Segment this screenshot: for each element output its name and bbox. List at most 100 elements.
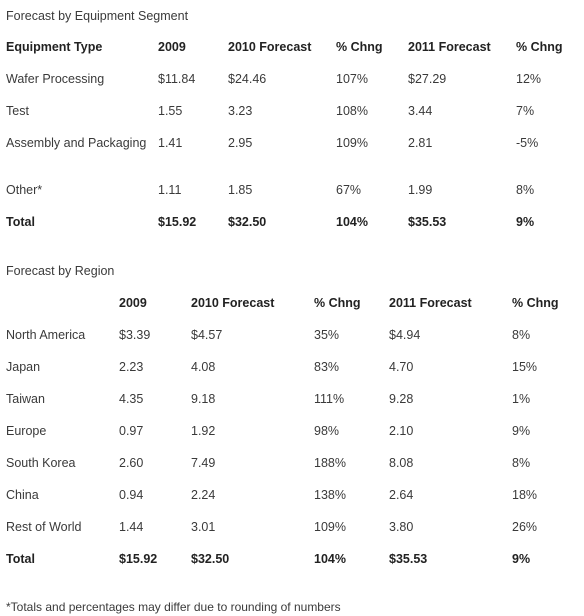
column-header: 2011 Forecast bbox=[408, 40, 491, 54]
table-cell: 7.49 bbox=[191, 456, 216, 470]
row-label: Wafer Processing bbox=[6, 72, 105, 86]
table-row: Europe 0.97 1.92 98% 2.10 9% bbox=[6, 424, 576, 456]
column-header: 2010 Forecast bbox=[228, 40, 312, 54]
table-cell: 0.97 bbox=[119, 424, 144, 438]
table-cell: $15.92 bbox=[158, 215, 197, 229]
table-cell: 104% bbox=[336, 215, 368, 229]
table-cell: 1.11 bbox=[158, 183, 182, 197]
table-cell: 7% bbox=[516, 104, 535, 118]
table-cell: 8.08 bbox=[389, 456, 414, 470]
total-row: Total $15.92 $32.50 104% $35.53 9% bbox=[6, 215, 576, 247]
column-header: 2009 bbox=[119, 296, 147, 310]
table-cell: 9% bbox=[512, 424, 531, 438]
row-label: Other* bbox=[6, 183, 43, 197]
table-cell: 109% bbox=[314, 520, 346, 534]
table-row: South Korea 2.60 7.49 188% 8.08 8% bbox=[6, 456, 576, 488]
table-cell: $35.53 bbox=[408, 215, 447, 229]
row-label: South Korea bbox=[6, 456, 76, 470]
table-cell: 8% bbox=[512, 328, 531, 342]
row-label: China bbox=[6, 488, 39, 502]
table-cell: $24.46 bbox=[228, 72, 267, 86]
table-cell: 9.28 bbox=[389, 392, 414, 406]
table-cell: 15% bbox=[512, 360, 538, 374]
row-label: Europe bbox=[6, 424, 47, 438]
table-cell: 108% bbox=[336, 104, 368, 118]
table-cell: $35.53 bbox=[389, 552, 428, 566]
table-cell: 98% bbox=[314, 424, 340, 438]
region-table-title: Forecast by Region bbox=[6, 264, 115, 278]
row-label: North America bbox=[6, 328, 86, 342]
table-cell: 8% bbox=[512, 456, 531, 470]
table-cell: $32.50 bbox=[191, 552, 230, 566]
column-header: 2010 Forecast bbox=[191, 296, 275, 310]
table-row: Test 1.55 3.23 108% 3.44 7% bbox=[6, 104, 576, 136]
table-cell: 104% bbox=[314, 552, 346, 566]
table-cell: 2.23 bbox=[119, 360, 144, 374]
table-cell: 9.18 bbox=[191, 392, 216, 406]
table-row: Taiwan 4.35 9.18 111% 9.28 1% bbox=[6, 392, 576, 424]
region-header-row: 2009 2010 Forecast % Chng 2011 Forecast … bbox=[6, 296, 576, 328]
column-header: % Chng bbox=[314, 296, 361, 310]
row-label: Assembly and Packaging bbox=[6, 136, 147, 150]
table-cell: 2.10 bbox=[389, 424, 414, 438]
row-label: Taiwan bbox=[6, 392, 45, 406]
table-cell: 1.55 bbox=[158, 104, 183, 118]
segment-table: Equipment Type 2009 2010 Forecast % Chng… bbox=[6, 40, 576, 247]
table-cell: $27.29 bbox=[408, 72, 447, 86]
column-header: % Chng bbox=[336, 40, 383, 54]
table-cell: 2.64 bbox=[389, 488, 414, 502]
segment-header-row: Equipment Type 2009 2010 Forecast % Chng… bbox=[6, 40, 576, 72]
table-cell: 3.01 bbox=[191, 520, 216, 534]
table-cell: $3.39 bbox=[119, 328, 151, 342]
table-cell: 0.94 bbox=[119, 488, 144, 502]
table-cell: $4.94 bbox=[389, 328, 421, 342]
column-header: % Chng bbox=[516, 40, 563, 54]
table-cell: 111% bbox=[314, 392, 345, 406]
table-cell: -5% bbox=[516, 136, 539, 150]
total-row: Total $15.92 $32.50 104% $35.53 9% bbox=[6, 552, 576, 584]
table-row: China 0.94 2.24 138% 2.64 18% bbox=[6, 488, 576, 520]
table-cell: 83% bbox=[314, 360, 340, 374]
table-cell: 3.80 bbox=[389, 520, 414, 534]
table-cell: 109% bbox=[336, 136, 368, 150]
table-cell: 3.23 bbox=[228, 104, 253, 118]
column-header: % Chng bbox=[512, 296, 559, 310]
table-cell: 67% bbox=[336, 183, 362, 197]
table-cell: 107% bbox=[336, 72, 368, 86]
table-cell: $11.84 bbox=[158, 72, 196, 86]
table-cell: 1.92 bbox=[191, 424, 216, 438]
table-cell: 1.99 bbox=[408, 183, 433, 197]
table-cell: 12% bbox=[516, 72, 542, 86]
row-label: Japan bbox=[6, 360, 41, 374]
table-cell: 188% bbox=[314, 456, 346, 470]
table-row: North America $3.39 $4.57 35% $4.94 8% bbox=[6, 328, 576, 360]
table-cell: 18% bbox=[512, 488, 538, 502]
table-cell: 35% bbox=[314, 328, 340, 342]
table-cell: 2.24 bbox=[191, 488, 216, 502]
table-cell: 8% bbox=[516, 183, 535, 197]
table-row: Japan 2.23 4.08 83% 4.70 15% bbox=[6, 360, 576, 392]
segment-table-title: Forecast by Equipment Segment bbox=[6, 9, 189, 23]
column-header: 2011 Forecast bbox=[389, 296, 472, 310]
table-cell: 9% bbox=[516, 215, 535, 229]
column-header: 2009 bbox=[158, 40, 186, 54]
row-label: Total bbox=[6, 552, 35, 566]
row-label: Rest of World bbox=[6, 520, 82, 534]
region-table: 2009 2010 Forecast % Chng 2011 Forecast … bbox=[6, 296, 576, 584]
table-cell: 1.85 bbox=[228, 183, 253, 197]
row-label: Total bbox=[6, 215, 35, 229]
table-cell: 2.81 bbox=[408, 136, 433, 150]
table-row: Assembly and Packaging 1.41 2.95 109% 2.… bbox=[6, 136, 576, 183]
table-cell: 4.35 bbox=[119, 392, 144, 406]
table-row: Rest of World 1.44 3.01 109% 3.80 26% bbox=[6, 520, 576, 552]
table-cell: 1% bbox=[512, 392, 531, 406]
footnote: *Totals and percentages may differ due t… bbox=[6, 600, 341, 614]
table-cell: 1.41 bbox=[158, 136, 183, 150]
table-cell: 2.60 bbox=[119, 456, 144, 470]
table-row: Wafer Processing $11.84 $24.46 107% $27.… bbox=[6, 72, 576, 104]
table-cell: 1.44 bbox=[119, 520, 144, 534]
table-cell: 3.44 bbox=[408, 104, 433, 118]
table-row: Other* 1.11 1.85 67% 1.99 8% bbox=[6, 183, 576, 215]
table-cell: $4.57 bbox=[191, 328, 223, 342]
table-cell: 4.08 bbox=[191, 360, 216, 374]
